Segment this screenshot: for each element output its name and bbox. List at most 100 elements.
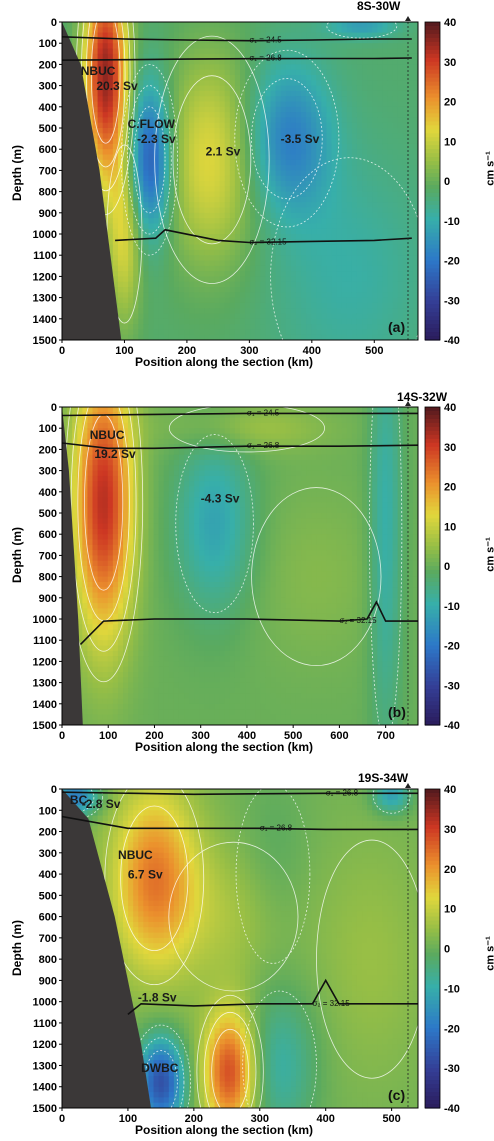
panel-c-colorbar-segment [425, 1040, 440, 1045]
panel-b-xtick-label: 600 [330, 730, 348, 742]
panel-a-contour-0-3 [85, 22, 126, 168]
panel-b-colorbar-segment [425, 641, 440, 647]
panel-a-colorbar-segment [425, 244, 440, 250]
panel-a-colorbar-segment [425, 97, 440, 103]
panel-a-colorbar-segment [425, 25, 440, 31]
panel-c-colorbar-segment [425, 916, 440, 922]
panel-a-colorbar-segment [425, 133, 440, 138]
panel-b-colorbar-segment [425, 434, 440, 440]
panel-a-ytick-label: 0 [51, 17, 57, 29]
panel-b-colorbar-segment [425, 569, 440, 575]
panel-c-contour-8-1 [316, 839, 418, 1079]
panel-a-annotation: C.FLOW [128, 117, 176, 131]
panel-c-colorbar-segment [425, 1056, 440, 1061]
panel-a-colorbar-unit: cm s⁻¹ [484, 151, 494, 186]
panel-c-label: (c) [388, 1087, 405, 1103]
panel-a-colorbar-segment [425, 173, 440, 178]
panel-b-ytick-label: 600 [39, 529, 57, 541]
panel-b-colorbar-segment [425, 685, 440, 690]
panel-c: σ₁ = 26.8 σ₁ = 26.8 σ₂ = 32.15 0 100 200 300 40… [0, 761, 494, 1141]
panel-c-colorbar-segment [425, 1028, 440, 1033]
panel-a-colorbar-segment [425, 157, 440, 162]
panel-c-colorbar-segment [425, 816, 440, 822]
panel-b-colorbar-segment [425, 593, 440, 599]
panel-a-colorbar-segment [425, 125, 440, 130]
panel-b-ytick-label: 400 [39, 487, 57, 499]
panel-c-colorbar-tick-label: -40 [444, 1103, 460, 1115]
panel-c-colorbar-segment [425, 892, 440, 898]
panel-c-colorbar-segment [425, 1076, 440, 1081]
panel-a-colorbar-segment [425, 169, 440, 174]
panel-a-colorbar-segment [425, 296, 440, 301]
panel-c-ytick-label: 1500 [33, 1103, 57, 1115]
panel-a-colorbar-segment [425, 272, 440, 278]
panel-c-colorbar-segment [425, 932, 440, 938]
panel-c-colorbar-segment [425, 1000, 440, 1005]
panel-b-colorbar-segment [425, 506, 440, 511]
panel-a-colorbar-segment [425, 89, 440, 95]
panel-c-ytick-label: 1400 [33, 1082, 57, 1094]
panel-b-y-axis-label: Depth (m) [10, 527, 24, 583]
panel-a-colorbar-tick-label: -30 [444, 295, 460, 307]
panel-c-colorbar-segment [425, 1092, 440, 1097]
panel-c-contour-3-1 [242, 990, 317, 1108]
panel-c-annotation: BC [70, 793, 88, 807]
panel-c-xtick-label: 400 [317, 1113, 335, 1125]
panel-b-velocity-field: σ₁ = 24.5 σ₁ = 26.8 σ₂ = 32.15 [62, 407, 418, 725]
panel-c-contour-7-1 [372, 789, 411, 814]
panel-a-isopycnal-label-2: σ₂ = 32.15 [249, 237, 287, 246]
panel-c-colorbar-tick-label: -30 [444, 1063, 460, 1075]
panel-a-colorbar-segment [425, 41, 440, 47]
panel-b-colorbar-segment [425, 673, 440, 678]
panel-b-ytick-label: 900 [39, 593, 57, 605]
panel-a-colorbar-segment [425, 161, 440, 166]
panel-a-station-marker [405, 16, 411, 21]
panel-c-colorbar-segment [425, 908, 440, 914]
panel-c-axes-frame [61, 788, 419, 1109]
panel-a-colorbar-segment [425, 240, 440, 246]
panel-c-colorbar-tick-label: -20 [444, 1023, 460, 1035]
panel-c-colorbar-segment [425, 1064, 440, 1069]
panel-a-colorbar-segment [425, 264, 440, 270]
panel-a-colorbar-segment [425, 85, 440, 91]
panel-b-colorbar-segment [425, 426, 440, 432]
panel-a-colorbar-segment [425, 181, 440, 186]
panel-b-colorbar-segment [425, 494, 440, 500]
panel-c-colorbar-segment [425, 956, 440, 962]
panel-a-colorbar-tick-label: 0 [444, 176, 450, 188]
panel-c-colorbar-segment [425, 1084, 440, 1089]
panel-c-colorbar-tick-label: 0 [444, 944, 450, 956]
panel-c-colorbar-segment [425, 864, 440, 870]
panel-a-colorbar-segment [425, 69, 440, 75]
panel-b-ytick-label: 1000 [33, 614, 57, 626]
panel-a-colorbar-segment [425, 137, 440, 142]
panel-b-colorbar-segment [425, 709, 440, 714]
panel-c-annotation: DWBC [141, 1061, 179, 1075]
panel-a-colorbar-segment [425, 336, 440, 341]
panel-b-colorbar-segment [425, 542, 440, 547]
panel-a-colorbar-segment [425, 22, 440, 27]
panel-c-colorbar-segment [425, 1012, 440, 1017]
panel-c-annotation: -2.8 Sv [82, 797, 121, 811]
panel-c-ytick-label: 500 [39, 890, 57, 902]
panel-b-colorbar-segment [425, 633, 440, 639]
panel-b-colorbar-segment [425, 621, 440, 627]
panel-a-colorbar-segment [425, 276, 440, 281]
panel-a-colorbar-segment [425, 101, 440, 107]
panel-c-colorbar-segment [425, 868, 440, 874]
panel-a-colorbar-segment [425, 212, 440, 218]
panel-c-colorbar-segment [425, 964, 440, 970]
panel-a-isopycnal-1 [62, 57, 412, 61]
panel-a-axes-frame [61, 21, 419, 341]
panel-c-colorbar-segment [425, 924, 440, 930]
panel-b-colorbar-segment [425, 526, 440, 531]
panel-a-isopycnal-2 [115, 228, 412, 244]
panel-c-contour-4-1 [62, 789, 104, 820]
panel-b-contour-1-1 [175, 434, 254, 614]
panel-a-contour-6-1 [326, 22, 398, 39]
panel-b-colorbar-segment [425, 661, 440, 666]
panel-a-colorbar-segment [425, 61, 440, 67]
panel-c-colorbar-segment [425, 952, 440, 958]
panel-b-ytick-label: 1400 [33, 699, 57, 711]
panel-a-colorbar-segment [425, 256, 440, 262]
